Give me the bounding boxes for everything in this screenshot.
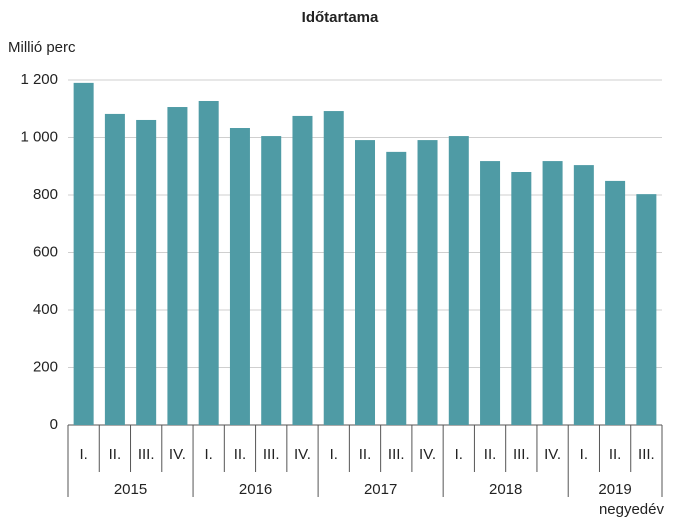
y-tick-label: 600 bbox=[33, 243, 58, 260]
bar bbox=[73, 82, 94, 425]
group-label: 2015 bbox=[114, 481, 147, 498]
group-label: 2018 bbox=[489, 481, 522, 498]
bar bbox=[104, 113, 125, 426]
bar bbox=[511, 172, 532, 425]
group-label: 2016 bbox=[239, 481, 272, 498]
x-tick-label: III. bbox=[513, 446, 530, 463]
x-axis-label: negyedév bbox=[599, 501, 665, 518]
x-tick-label: II. bbox=[234, 446, 247, 463]
x-tick-label: IV. bbox=[544, 446, 561, 463]
x-tick-label: IV. bbox=[169, 446, 186, 463]
x-tick-label: I. bbox=[79, 446, 87, 463]
x-tick-label: I. bbox=[330, 446, 338, 463]
y-tick-label: 200 bbox=[33, 358, 58, 375]
bar bbox=[261, 136, 282, 425]
bar bbox=[136, 119, 157, 426]
bar bbox=[198, 100, 219, 426]
bar bbox=[448, 136, 469, 425]
x-tick-label: I. bbox=[580, 446, 588, 463]
y-axis-label: Millió perc bbox=[8, 39, 76, 56]
bar bbox=[229, 128, 250, 425]
x-tick-label: IV. bbox=[294, 446, 311, 463]
x-tick-label: I. bbox=[205, 446, 213, 463]
chart-title: Időtartama bbox=[302, 9, 379, 26]
bar bbox=[386, 151, 407, 425]
y-tick-label: 1 200 bbox=[20, 71, 58, 88]
x-tick-label: III. bbox=[388, 446, 405, 463]
y-tick-label: 1 000 bbox=[20, 128, 58, 145]
group-label: 2019 bbox=[598, 481, 631, 498]
y-tick-label: 400 bbox=[33, 301, 58, 318]
x-tick-label: III. bbox=[138, 446, 155, 463]
x-tick-label: II. bbox=[109, 446, 122, 463]
bar bbox=[542, 161, 563, 425]
x-tick-label: II. bbox=[359, 446, 372, 463]
y-tick-label: 0 bbox=[50, 416, 58, 433]
x-tick-label: I. bbox=[455, 446, 463, 463]
x-tick-label: IV. bbox=[419, 446, 436, 463]
x-tick-label: III. bbox=[263, 446, 280, 463]
bar bbox=[605, 180, 626, 425]
y-tick-label: 800 bbox=[33, 186, 58, 203]
group-label: 2017 bbox=[364, 481, 397, 498]
bar bbox=[354, 140, 376, 425]
x-tick-label: II. bbox=[484, 446, 497, 463]
bar bbox=[292, 115, 313, 425]
bar bbox=[417, 140, 438, 425]
x-tick-label: II. bbox=[609, 446, 622, 463]
bar bbox=[636, 194, 657, 425]
bar bbox=[323, 111, 344, 426]
bar bbox=[167, 107, 188, 426]
x-tick-label: III. bbox=[638, 446, 655, 463]
bar bbox=[480, 161, 501, 425]
bar bbox=[573, 165, 594, 425]
